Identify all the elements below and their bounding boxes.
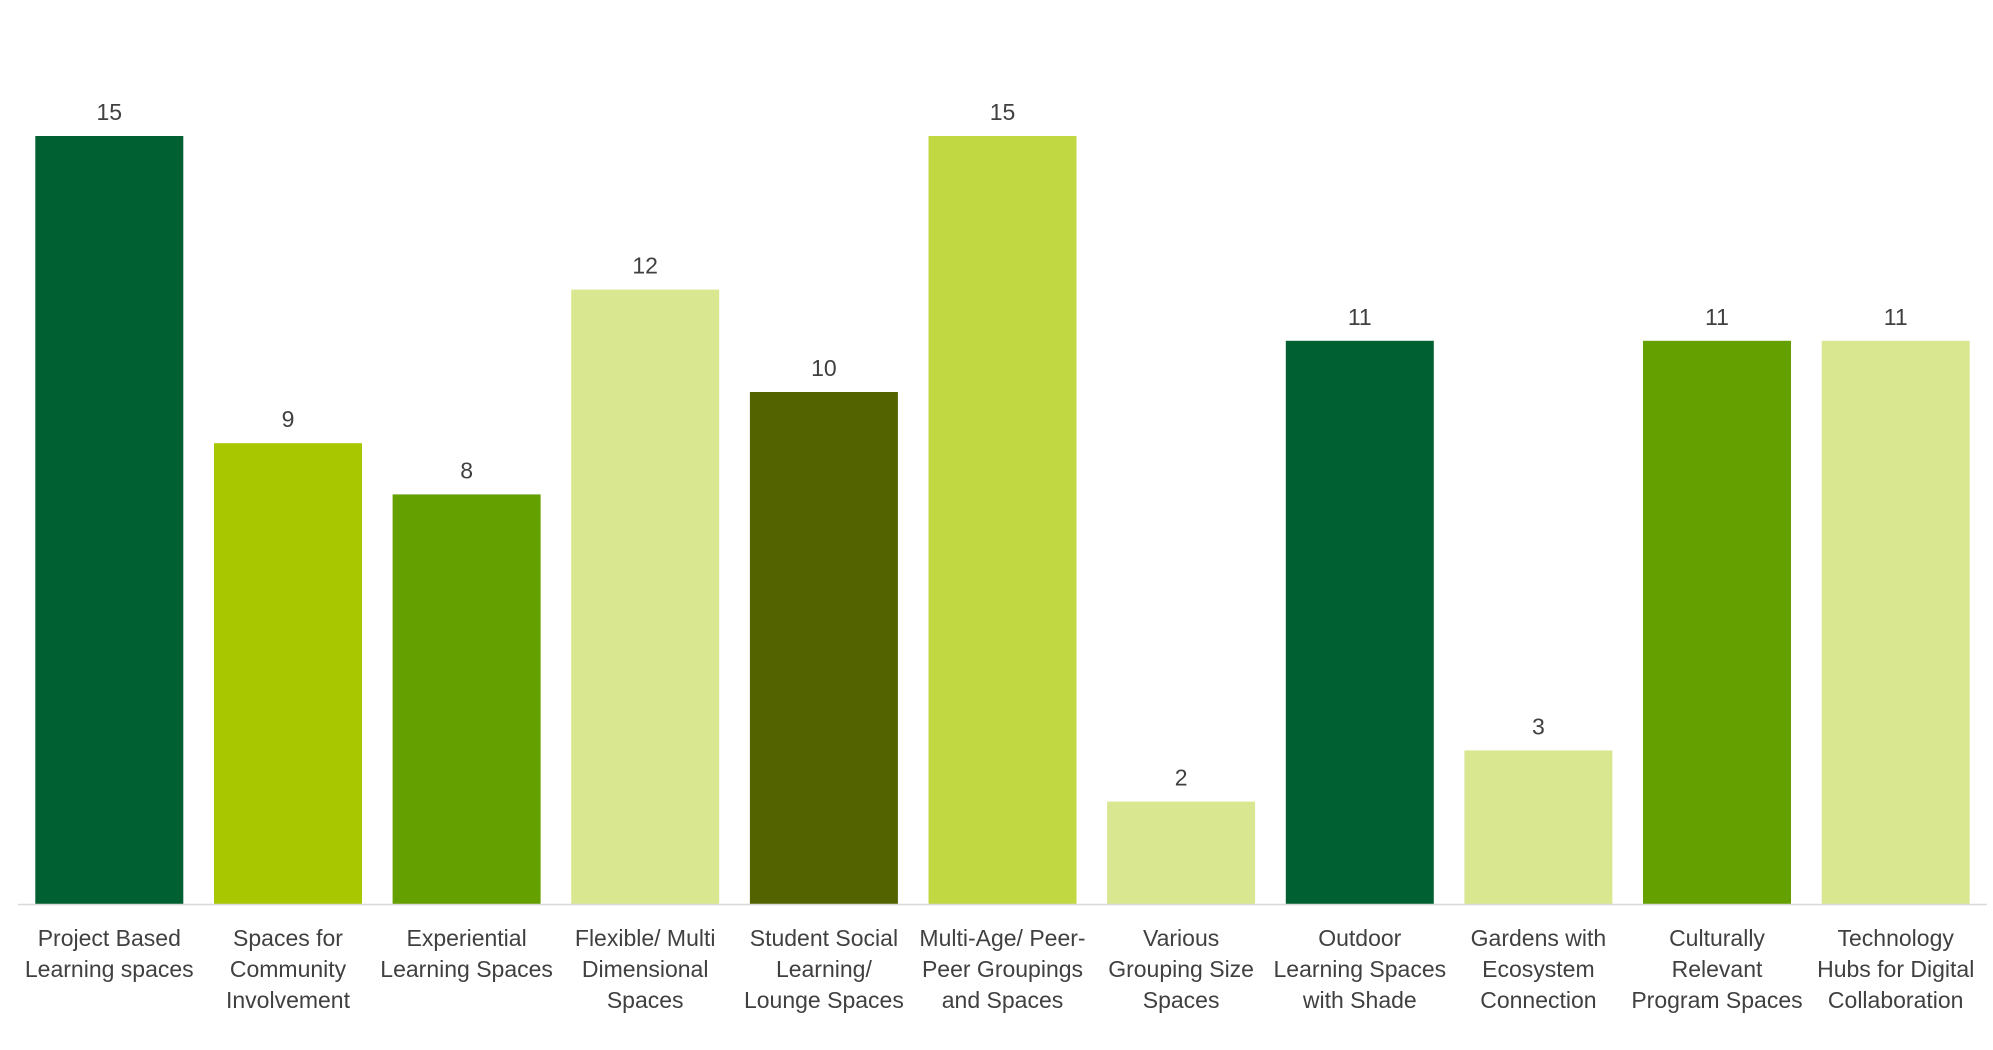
category-label-line: Learning Spaces: [380, 956, 553, 982]
category-label-line: Multi-Age/ Peer-: [919, 925, 1085, 951]
category-label-line: Gardens with: [1471, 925, 1607, 951]
bar-8: [1285, 340, 1434, 904]
category-label-line: Ecosystem: [1482, 956, 1594, 982]
category-label-line: Flexible/ Multi: [575, 925, 716, 951]
category-label-line: Experiential: [407, 925, 527, 951]
category-label-5: Student Social Learning/Lounge Spaces: [744, 925, 904, 1013]
category-label-line: Learning Spaces: [1273, 956, 1446, 982]
data-label-4: 12: [632, 253, 658, 279]
category-label-11: Technology Hubs for Digital Collaboration: [1817, 925, 1974, 1013]
category-label-line: Collaboration: [1828, 987, 1964, 1013]
data-label-1: 15: [97, 99, 123, 125]
bar-2: [214, 443, 362, 904]
data-label-5: 10: [811, 355, 837, 381]
category-label-8: Outdoor Learning Spaces with Shade: [1273, 925, 1446, 1013]
bar-10: [1643, 340, 1791, 904]
category-label-line: Community: [230, 956, 347, 982]
category-label-10: Culturally Relevant Program Spaces: [1631, 925, 1802, 1013]
category-label-7: Various Grouping Size Spaces: [1108, 925, 1254, 1013]
category-label-line: Learning/: [776, 956, 873, 982]
category-label-9: Gardens with Ecosystem Connection: [1471, 925, 1607, 1013]
bars-group: [35, 136, 1970, 905]
category-label-line: Learning spaces: [25, 956, 194, 982]
data-label-10: 11: [1705, 304, 1729, 330]
category-label-line: and Spaces: [942, 987, 1063, 1013]
data-label-3: 8: [460, 457, 473, 483]
data-label-9: 3: [1532, 713, 1545, 739]
data-label-11: 11: [1884, 304, 1908, 330]
data-label-8: 11: [1348, 304, 1372, 330]
bar-5: [749, 392, 898, 904]
category-label-2: Spaces for Community Involvement: [226, 925, 351, 1013]
category-label-line: Student Social: [750, 925, 898, 951]
category-label-line: Dimensional: [582, 956, 709, 982]
bar-4: [571, 289, 720, 905]
category-label-line: Program Spaces: [1631, 987, 1802, 1013]
category-label-4: Flexible/ Multi Dimensional Spaces: [575, 925, 716, 1013]
bar-9: [1464, 750, 1613, 904]
category-label-line: Spaces: [1143, 987, 1220, 1013]
category-label-line: Project Based: [38, 925, 181, 951]
bar-7: [1107, 801, 1256, 904]
category-label-3: Experiential Learning Spaces: [380, 925, 553, 982]
category-label-line: Hubs for Digital: [1817, 956, 1974, 982]
category-label-line: Connection: [1480, 987, 1596, 1013]
category-labels-group: Project Based Learning spaces Spaces for Co…: [25, 925, 1974, 1013]
category-label-line: with Shade: [1302, 987, 1417, 1013]
category-label-line: Lounge Spaces: [744, 987, 904, 1013]
category-label-line: Grouping Size: [1108, 956, 1254, 982]
data-label-2: 9: [282, 406, 295, 432]
data-labels-group: 15 9 8 12 10 15 2 11 3 11 11: [97, 99, 1908, 791]
category-label-line: Spaces for: [233, 925, 343, 951]
bar-3: [392, 494, 541, 904]
bar-6: [928, 136, 1077, 904]
data-label-7: 2: [1175, 765, 1188, 791]
category-label-line: Technology: [1838, 925, 1955, 951]
category-label-line: Peer Groupings: [922, 956, 1083, 982]
bar-1: [35, 136, 184, 904]
category-label-line: Culturally: [1669, 925, 1765, 951]
category-label-line: Involvement: [226, 987, 351, 1013]
category-label-line: Spaces: [607, 987, 684, 1013]
data-label-6: 15: [990, 99, 1016, 125]
category-label-line: Outdoor: [1318, 925, 1401, 951]
category-label-1: Project Based Learning spaces: [25, 925, 194, 982]
category-label-line: Relevant: [1672, 956, 1763, 982]
bar-11: [1821, 340, 1970, 904]
category-label-6: Multi-Age/ Peer- Peer Groupings and Spaces: [919, 925, 1085, 1013]
category-label-line: Various: [1143, 925, 1219, 951]
